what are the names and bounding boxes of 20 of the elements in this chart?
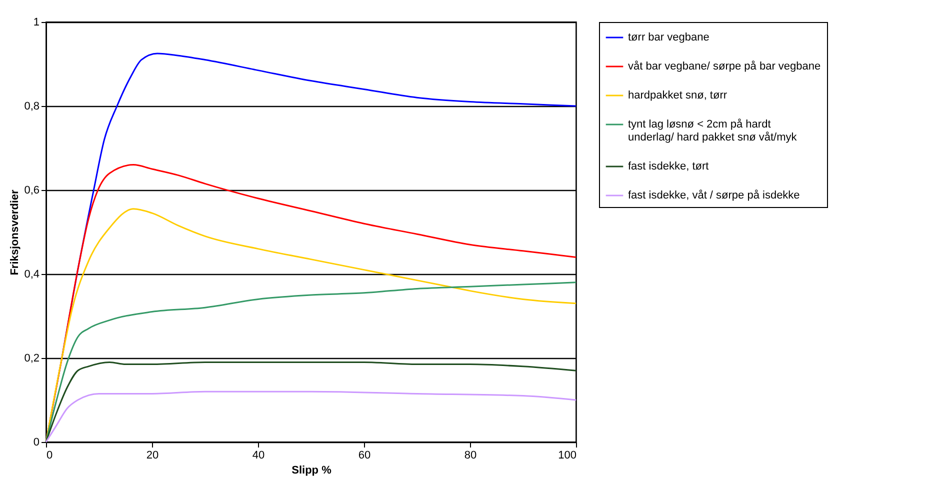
legend-label: fast isdekke, våt / sørpe på isdekke (628, 190, 800, 202)
legend-label: fast isdekke, tørt (628, 160, 709, 172)
y-tick-label: 1 (33, 16, 40, 28)
legend-label: tynt lag løsnø < 2cm på hardt underlag/ hard pakket snø våt/myk (628, 118, 798, 144)
x-tick-label: 100 (558, 450, 576, 462)
x-tick-label: 60 (358, 450, 371, 462)
legend-label: tørr bar vegbane (628, 32, 710, 44)
y-tick-label: 0,4 (24, 268, 40, 280)
y-tick-label: 0,8 (24, 100, 40, 112)
x-tick-label: 40 (252, 450, 265, 462)
x-tick-label: 20 (146, 450, 159, 462)
legend-label: hardpakket snø, tørr (628, 90, 728, 102)
x-axis-title: Slipp % (292, 464, 332, 476)
x-tick-label: 80 (464, 450, 477, 462)
x-tick-label: 0 (46, 450, 53, 462)
y-tick-label: 0 (33, 436, 40, 448)
legend-label: våt bar vegbane/ sørpe på bar vegbane (628, 60, 821, 72)
y-tick-label: 0,2 (24, 352, 40, 364)
y-axis-title: Friksjonsverdier (9, 188, 22, 276)
y-tick-label: 0,6 (24, 184, 40, 196)
